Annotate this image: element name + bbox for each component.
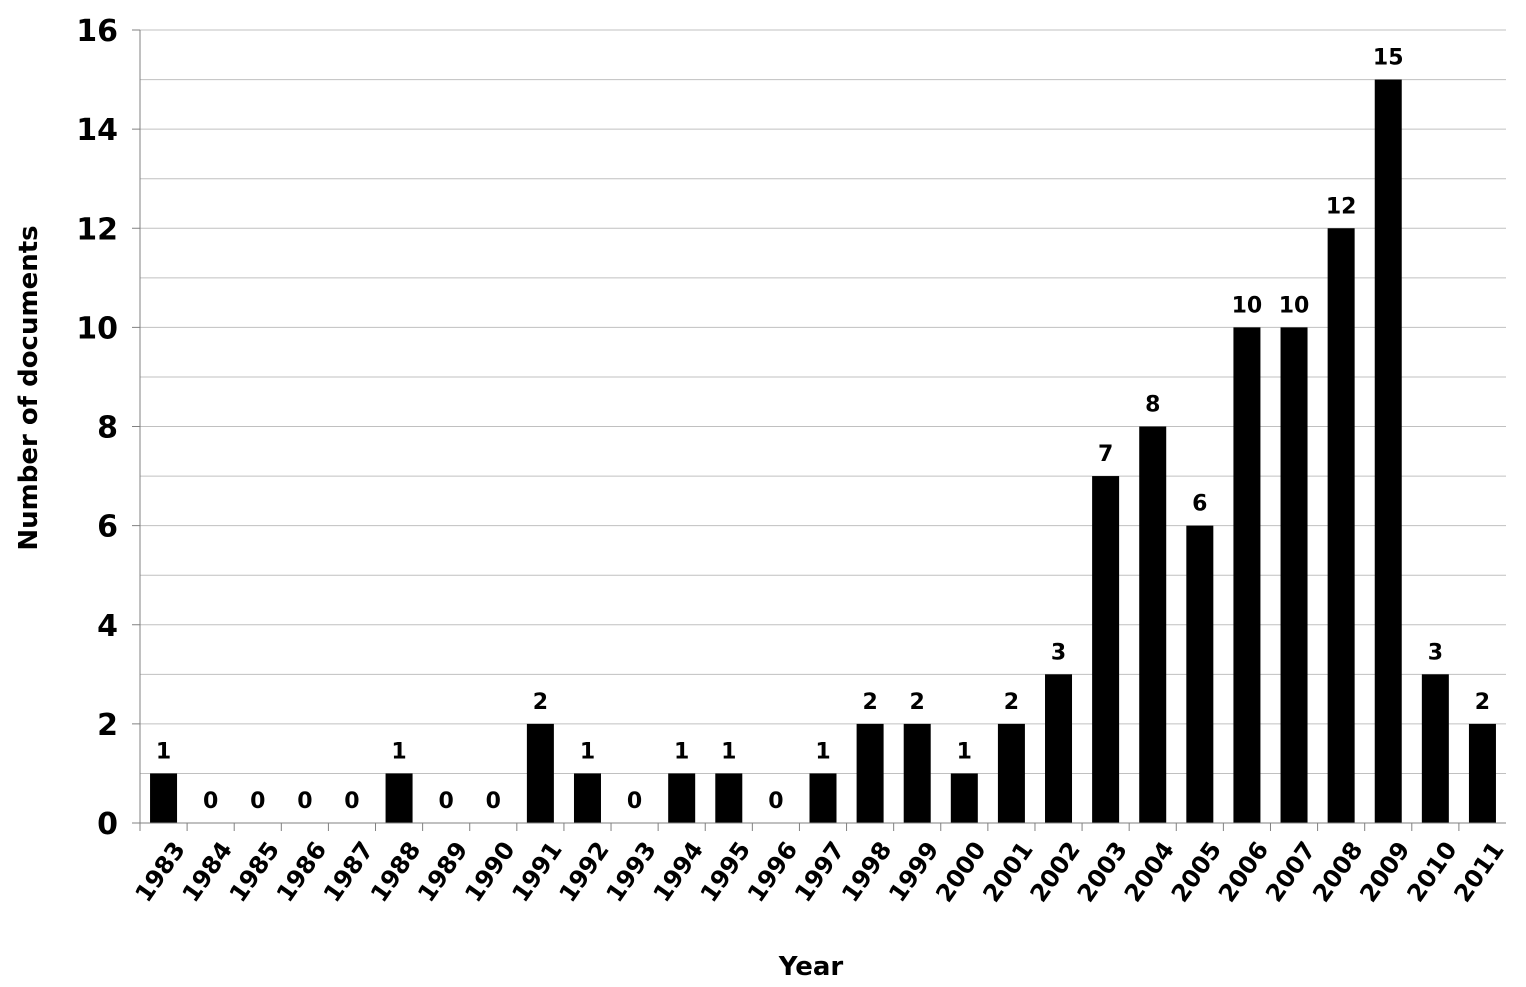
x-axis-ticks: 1983198419851986198719881989199019911992… [130, 823, 1510, 907]
bar-1998 [856, 723, 884, 823]
gridlines [140, 29, 1506, 774]
x-tick-label-2001: 2001 [977, 836, 1038, 907]
data-label-1997: 1 [815, 739, 830, 764]
x-tick-label-2004: 2004 [1119, 836, 1180, 907]
data-label-2004: 8 [1145, 393, 1160, 418]
bar-1988 [385, 773, 413, 823]
bar-2010 [1421, 674, 1449, 823]
data-label-2005: 6 [1192, 492, 1207, 517]
data-label-2007: 10 [1279, 293, 1310, 318]
x-tick-label-2003: 2003 [1072, 836, 1133, 907]
data-label-2002: 3 [1051, 640, 1066, 665]
data-label-1984: 0 [203, 789, 218, 814]
x-tick-label-1993: 1993 [601, 836, 662, 907]
x-tick-label-1987: 1987 [318, 836, 379, 907]
y-tick-label: 4 [97, 609, 118, 644]
bar-2000 [950, 773, 978, 823]
data-label-1995: 1 [721, 739, 736, 764]
x-tick-label-2006: 2006 [1213, 836, 1274, 907]
x-axis-title: Year [778, 952, 844, 982]
x-tick-label-1997: 1997 [789, 836, 850, 907]
data-label-1987: 0 [344, 789, 359, 814]
data-label-2006: 10 [1232, 293, 1263, 318]
y-tick-label: 16 [76, 14, 118, 49]
data-label-2008: 12 [1326, 194, 1357, 219]
x-tick-label-1994: 1994 [648, 836, 709, 907]
data-label-1992: 1 [580, 739, 595, 764]
x-tick-label-2000: 2000 [930, 836, 991, 907]
x-tick-label-1983: 1983 [130, 836, 191, 907]
x-tick-label-2002: 2002 [1025, 836, 1086, 907]
bar-1994 [668, 773, 696, 823]
x-tick-label-1984: 1984 [177, 836, 238, 907]
bar-1992 [573, 773, 601, 823]
bar-2007 [1280, 327, 1308, 823]
data-label-1988: 1 [391, 739, 406, 764]
data-label-1999: 2 [910, 690, 925, 715]
x-tick-label-1985: 1985 [224, 836, 285, 907]
bar-2003 [1092, 476, 1120, 823]
x-tick-label-1998: 1998 [836, 836, 897, 907]
x-tick-label-2011: 2011 [1449, 836, 1510, 907]
data-label-2010: 3 [1428, 640, 1443, 665]
bar-2009 [1374, 79, 1402, 823]
x-tick-label-1996: 1996 [742, 836, 803, 907]
data-label-1989: 0 [439, 789, 454, 814]
bar-1983 [150, 773, 178, 823]
y-tick-label: 6 [97, 510, 118, 545]
y-tick-label: 8 [97, 411, 118, 446]
bar-2002 [1045, 674, 1073, 823]
data-label-2001: 2 [1004, 690, 1019, 715]
x-tick-label-1995: 1995 [695, 836, 756, 907]
data-label-2011: 2 [1475, 690, 1490, 715]
x-tick-label-1989: 1989 [412, 836, 473, 907]
data-label-2003: 7 [1098, 442, 1113, 467]
data-label-2009: 15 [1373, 46, 1404, 71]
x-tick-label-2005: 2005 [1166, 836, 1227, 907]
x-tick-label-1991: 1991 [506, 836, 567, 907]
data-label-1993: 0 [627, 789, 642, 814]
x-tick-label-1990: 1990 [459, 836, 520, 907]
y-tick-label: 0 [97, 807, 118, 842]
x-tick-label-1986: 1986 [271, 836, 332, 907]
bar-2008 [1327, 228, 1355, 823]
bar-2004 [1139, 426, 1167, 823]
data-label-1983: 1 [156, 739, 171, 764]
data-label-1991: 2 [533, 690, 548, 715]
y-axis-ticks: 0 2 4 6 8 10 12 14 16 [76, 14, 140, 842]
y-tick-label: 14 [76, 113, 118, 148]
bar-1999 [903, 723, 931, 823]
bar-2005 [1186, 525, 1214, 823]
x-tick-label-1992: 1992 [554, 836, 615, 907]
x-tick-label-2008: 2008 [1307, 836, 1368, 907]
bar-1991 [526, 723, 554, 823]
bar-1995 [715, 773, 743, 823]
x-tick-label-1999: 1999 [883, 836, 944, 907]
data-label-1998: 2 [862, 690, 877, 715]
y-tick-label: 10 [76, 311, 118, 346]
data-label-1986: 0 [297, 789, 312, 814]
x-tick-label-2010: 2010 [1401, 836, 1462, 907]
data-label-1985: 0 [250, 789, 265, 814]
y-tick-label: 2 [97, 708, 118, 743]
x-tick-label-2007: 2007 [1260, 836, 1321, 907]
data-label-1990: 0 [486, 789, 501, 814]
bar-2011 [1468, 723, 1496, 823]
data-label-1994: 1 [674, 739, 689, 764]
x-tick-label-1988: 1988 [365, 836, 426, 907]
y-axis-title: Number of documents [14, 225, 44, 550]
bar-2001 [997, 723, 1025, 823]
x-tick-label-2009: 2009 [1354, 836, 1415, 907]
bar-2006 [1233, 327, 1261, 823]
bar-1997 [809, 773, 837, 823]
y-tick-label: 12 [76, 212, 118, 247]
bars [150, 79, 1496, 823]
data-label-1996: 0 [768, 789, 783, 814]
data-label-2000: 1 [957, 739, 972, 764]
